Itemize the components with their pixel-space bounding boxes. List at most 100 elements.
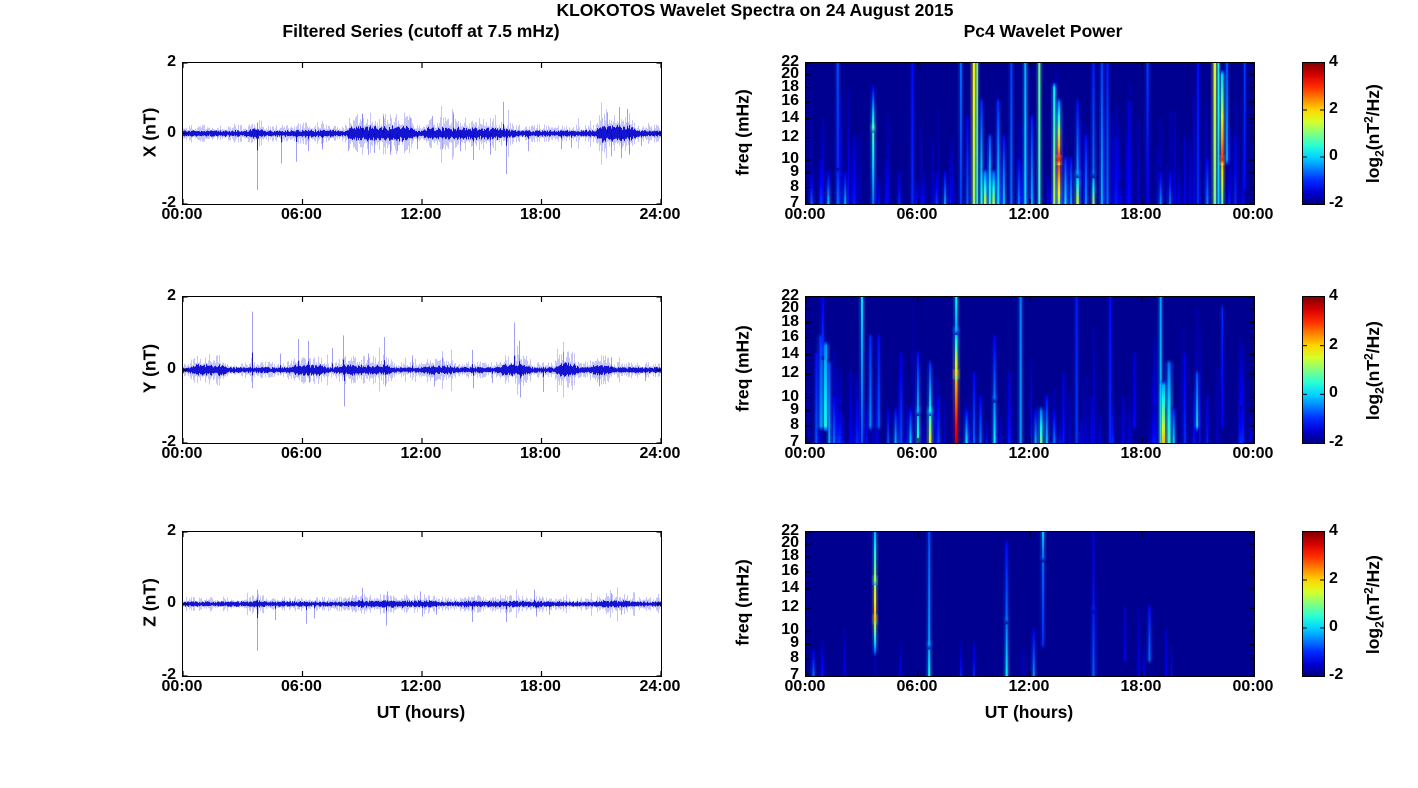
colorbar-tick-label: 2 bbox=[1329, 570, 1338, 587]
freq-tick-label: 8 bbox=[790, 649, 799, 667]
y-tick-label: -2 bbox=[161, 666, 176, 683]
x-series-plot-canvas bbox=[183, 63, 661, 204]
x-tick-label: 00:00 bbox=[784, 445, 826, 462]
right-column-title: Pc4 Wavelet Power bbox=[963, 21, 1123, 41]
x-tick-label: 06:00 bbox=[281, 678, 322, 695]
x-tick-label: 12:00 bbox=[400, 206, 442, 223]
y-wavelet-power-panel bbox=[805, 296, 1255, 444]
freq-tick-label: 20 bbox=[781, 64, 799, 82]
freq-tick-label: 9 bbox=[790, 163, 799, 181]
x-tick-label: 12:00 bbox=[400, 678, 442, 695]
freq-tick-label: 22 bbox=[781, 522, 799, 539]
left-column-title: Filtered Series (cutoff at 7.5 mHz) bbox=[282, 21, 560, 41]
right-xaxis-label: UT (hours) bbox=[984, 702, 1074, 722]
colorbar-tick-label: -2 bbox=[1329, 433, 1344, 450]
freq-tick-label: 14 bbox=[781, 108, 799, 126]
y-tick-label: 2 bbox=[167, 287, 176, 304]
freq-tick-label: 8 bbox=[790, 415, 799, 433]
freq-tick-label: 20 bbox=[781, 299, 799, 317]
colorbar-tick-label: 0 bbox=[1329, 147, 1338, 164]
x-tick-label: 18:00 bbox=[520, 206, 561, 223]
x-filtered-series-panel bbox=[182, 62, 662, 205]
x-wavelet-ylabel: freq (mHz) bbox=[732, 89, 753, 176]
x-tick-label: 24:00 bbox=[639, 206, 681, 223]
colorbar-tick-label: 4 bbox=[1329, 287, 1338, 304]
x-tick-label: 18:00 bbox=[1120, 445, 1162, 462]
colorbar-tick-label: 4 bbox=[1329, 522, 1338, 539]
z-filtered-series-panel bbox=[182, 531, 662, 677]
x-tick-label: 06:00 bbox=[281, 445, 322, 462]
y-series-plot-canvas bbox=[183, 297, 661, 443]
z-wavelet-plot-canvas bbox=[806, 532, 1254, 676]
freq-tick-label: 10 bbox=[781, 150, 799, 168]
figure-title: KLOKOTOS Wavelet Spectra on 24 August 20… bbox=[556, 0, 954, 20]
freq-tick-label: 12 bbox=[781, 127, 799, 145]
freq-tick-label: 8 bbox=[790, 177, 799, 195]
colorbar-tick-label: 2 bbox=[1329, 335, 1338, 353]
freq-tick-label: 16 bbox=[781, 562, 799, 580]
z-series-plot-canvas bbox=[183, 532, 661, 676]
x-tick-label: 18:00 bbox=[520, 678, 561, 695]
y-tick-label: -2 bbox=[161, 433, 176, 450]
y-tick-label: 0 bbox=[167, 360, 176, 377]
z-wavelet-ylabel: freq (mHz) bbox=[732, 559, 753, 646]
colorbar-tick-label: -2 bbox=[1329, 666, 1344, 683]
left-xaxis-label: UT (hours) bbox=[376, 702, 466, 722]
x-tick-label: 00:00 bbox=[784, 206, 826, 223]
x-tick-label: 00:00 bbox=[161, 206, 203, 223]
x-tick-label: 12:00 bbox=[400, 445, 442, 462]
x-tick-label: 06:00 bbox=[281, 206, 322, 223]
z-wavelet-power-panel bbox=[805, 531, 1255, 677]
x-tick-label: 24:00 bbox=[639, 678, 681, 695]
x-tick-label: 18:00 bbox=[1120, 206, 1162, 223]
y-wavelet-ylabel: freq (mHz) bbox=[732, 325, 753, 412]
y-tick-label: 0 bbox=[167, 594, 176, 611]
freq-tick-label: 9 bbox=[790, 400, 799, 418]
colorbar-tick-label: 0 bbox=[1329, 618, 1338, 635]
x-tick-label: 12:00 bbox=[1008, 445, 1050, 462]
colorbar-tick-label: 2 bbox=[1329, 100, 1338, 117]
freq-tick-label: 18 bbox=[781, 77, 799, 95]
x-tick-label: 06:00 bbox=[896, 206, 938, 223]
freq-tick-label: 18 bbox=[781, 312, 799, 330]
freq-tick-label: 22 bbox=[781, 53, 799, 70]
freq-tick-label: 14 bbox=[781, 344, 799, 362]
y-wavelet-plot-canvas bbox=[806, 297, 1254, 443]
freq-tick-label: 12 bbox=[781, 598, 799, 616]
x-tick-label: 00:00 bbox=[1232, 678, 1274, 695]
colorbar-x bbox=[1302, 62, 1325, 205]
freq-tick-label: 7 bbox=[790, 433, 799, 450]
colorbar-tick-label: 0 bbox=[1329, 384, 1338, 402]
freq-tick-label: 20 bbox=[781, 533, 799, 551]
x-tick-label: 00:00 bbox=[1232, 445, 1274, 462]
freq-tick-label: 14 bbox=[781, 578, 799, 596]
freq-tick-label: 12 bbox=[781, 364, 799, 382]
y-tick-label: -2 bbox=[161, 194, 176, 211]
x-tick-label: 18:00 bbox=[520, 445, 561, 462]
x-tick-label: 18:00 bbox=[1120, 678, 1162, 695]
x-tick-label: 00:00 bbox=[161, 678, 203, 695]
x-tick-label: 00:00 bbox=[784, 678, 826, 695]
x-tick-label: 24:00 bbox=[639, 445, 681, 462]
colorbar-x-label: log2(nT2/Hz) bbox=[1361, 84, 1387, 184]
colorbar-y-canvas bbox=[1303, 297, 1324, 443]
x-tick-label: 12:00 bbox=[1008, 678, 1050, 695]
x-wavelet-plot-canvas bbox=[806, 63, 1254, 204]
freq-tick-label: 10 bbox=[781, 387, 799, 405]
freq-tick-label: 16 bbox=[781, 327, 799, 345]
colorbar-z bbox=[1302, 531, 1325, 677]
freq-tick-label: 16 bbox=[781, 92, 799, 110]
x-tick-label: 06:00 bbox=[896, 678, 938, 695]
y-tick-label: 2 bbox=[167, 53, 176, 70]
colorbar-y bbox=[1302, 296, 1325, 444]
freq-tick-label: 9 bbox=[790, 634, 799, 652]
y-tick-label: 0 bbox=[167, 123, 176, 141]
y-tick-label: 2 bbox=[167, 522, 176, 539]
x-tick-label: 06:00 bbox=[896, 445, 938, 462]
colorbar-z-canvas bbox=[1303, 532, 1324, 676]
freq-tick-label: 18 bbox=[781, 547, 799, 565]
x-tick-label: 00:00 bbox=[1232, 206, 1274, 223]
freq-tick-label: 7 bbox=[790, 666, 799, 683]
y-filtered-series-panel bbox=[182, 296, 662, 444]
